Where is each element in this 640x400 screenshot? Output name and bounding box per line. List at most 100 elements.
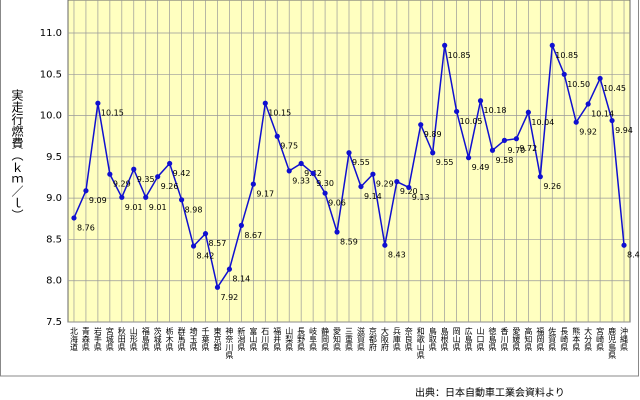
x-tick-label: 三重県 — [345, 327, 354, 352]
data-point — [178, 197, 185, 203]
data-point — [155, 174, 161, 180]
data-point — [346, 150, 352, 156]
data-label: 9.35 — [137, 175, 155, 184]
data-label: 9.13 — [412, 193, 430, 202]
data-point — [119, 194, 125, 200]
x-tick-label: 大阪府 — [380, 326, 389, 352]
data-label: 10.05 — [460, 117, 483, 126]
data-label: 9.58 — [495, 156, 513, 165]
x-tick-label: 徳島県 — [488, 326, 497, 352]
data-point — [370, 171, 376, 177]
data-point — [202, 231, 209, 237]
x-tick-label: 奈良県 — [404, 326, 413, 352]
x-tick-label: 青森県 — [81, 326, 90, 352]
x-tick-label: 長野県 — [297, 327, 306, 352]
y-tick-label: 7.5 — [46, 317, 62, 328]
data-label: 8.43 — [388, 251, 406, 260]
data-point — [226, 266, 233, 272]
x-tick-label: 新潟県 — [237, 326, 246, 352]
data-point — [561, 71, 567, 77]
x-tick-label: 島根県 — [440, 326, 449, 352]
data-label: 9.94 — [615, 126, 633, 135]
data-label: 9.29 — [376, 180, 394, 189]
data-point — [489, 147, 496, 153]
x-tick-label: 福島県 — [141, 327, 150, 352]
data-label: 9.49 — [472, 163, 490, 172]
data-label: 8.42 — [197, 252, 215, 261]
data-point — [107, 171, 113, 177]
data-label: 9.01 — [149, 203, 167, 212]
data-point — [454, 108, 460, 115]
x-tick-label: 佐賀県 — [548, 326, 557, 352]
y-tick-label: 9.0 — [46, 193, 62, 204]
x-tick-label: 香川県 — [500, 326, 509, 352]
data-point — [406, 184, 412, 191]
data-point — [286, 168, 292, 174]
data-point — [382, 242, 388, 248]
data-label: 8.76 — [77, 223, 95, 232]
data-label: 10.15 — [101, 109, 124, 118]
data-point — [250, 181, 256, 187]
x-tick-label: 北海道 — [69, 327, 78, 352]
y-tick-label: 9.5 — [46, 152, 62, 163]
y-tick-label: 8.0 — [46, 276, 62, 287]
data-point — [131, 166, 137, 172]
data-point — [358, 183, 364, 190]
data-point — [597, 75, 603, 82]
data-point — [238, 222, 244, 228]
data-point — [585, 101, 591, 107]
y-tick-label: 10.0 — [40, 111, 62, 122]
data-point — [298, 160, 304, 167]
data-label: 9.29 — [113, 180, 131, 189]
y-tick-label: 10.5 — [40, 69, 62, 80]
data-label: 9.06 — [328, 199, 346, 208]
data-label: 8.43 — [627, 251, 640, 260]
x-tick-label: 山形県 — [129, 326, 138, 352]
x-tick-label: 京都府 — [368, 326, 377, 352]
source-note: 出典：日本自動車工業会資料より — [415, 386, 565, 399]
data-label: 9.14 — [364, 192, 382, 201]
data-point — [95, 100, 101, 106]
x-tick-label: 福井県 — [273, 327, 282, 352]
x-tick-label: 宮崎県 — [596, 326, 605, 352]
data-point — [430, 150, 436, 156]
x-tick-label: 沖縄県 — [620, 326, 629, 352]
x-tick-label: 愛媛県 — [512, 326, 521, 352]
data-label: 10.85 — [448, 51, 471, 60]
data-point — [501, 137, 508, 143]
data-label: 10.04 — [531, 118, 554, 127]
data-label: 9.75 — [280, 142, 298, 151]
data-label: 9.55 — [352, 158, 370, 167]
data-point — [190, 243, 197, 249]
data-point — [418, 122, 424, 128]
data-label: 10.18 — [484, 106, 507, 115]
data-point — [214, 284, 221, 290]
x-tick-label: 群馬県 — [177, 326, 186, 352]
data-point — [573, 119, 579, 125]
y-tick-label: 11.0 — [40, 28, 62, 39]
x-tick-label: 岩手県 — [93, 326, 102, 352]
data-label: 8.67 — [244, 231, 262, 240]
x-tick-label: 宮城県 — [105, 326, 114, 352]
data-point — [442, 42, 448, 49]
data-label: 9.26 — [161, 182, 179, 191]
data-point — [621, 242, 627, 248]
x-tick-label: 山口県 — [476, 326, 485, 352]
x-tick-label: 千葉県 — [201, 326, 210, 352]
x-tick-label: 山梨県 — [285, 326, 294, 352]
x-tick-label: 鹿児島県 — [608, 326, 617, 360]
data-label: 9.70 — [507, 146, 525, 155]
x-tick-label: 長崎県 — [560, 327, 569, 352]
data-label: 9.33 — [292, 176, 310, 185]
data-point — [394, 179, 400, 185]
data-label: 10.85 — [555, 51, 578, 60]
x-tick-label: 鳥取県 — [428, 326, 437, 352]
data-label: 9.55 — [436, 158, 454, 167]
y-tick-label: 8.5 — [46, 234, 62, 245]
data-label: 9.17 — [256, 190, 274, 199]
data-point — [143, 194, 149, 200]
x-tick-label: 福岡県 — [536, 327, 545, 352]
data-point — [310, 170, 316, 176]
x-tick-label: 静岡県 — [321, 326, 330, 352]
